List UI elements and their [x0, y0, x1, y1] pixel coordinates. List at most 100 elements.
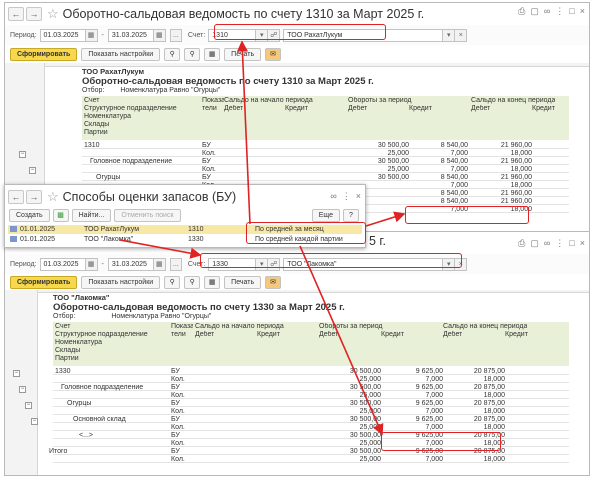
row-method: По средней каждой партии	[255, 236, 343, 243]
find-button[interactable]: Найти...	[71, 208, 112, 222]
generate-button[interactable]: Сформировать	[10, 47, 78, 61]
closing-debit: 21 960,00	[500, 174, 532, 181]
favorite-star-icon[interactable]: ☆	[47, 6, 59, 21]
account-field[interactable]: 1310	[208, 28, 257, 42]
turnover-credit: 7,000	[450, 166, 468, 173]
more-icon[interactable]: ⋮	[555, 6, 565, 16]
list-row[interactable]: 01.01.2025 ТОО РахатЛукум 1310 По средне…	[8, 225, 362, 234]
collapse-icon[interactable]: −	[19, 151, 26, 158]
mail-icon[interactable]: ✉	[265, 47, 282, 61]
collapse-icon[interactable]: −	[25, 402, 32, 409]
create-button[interactable]: Создать	[9, 208, 50, 222]
print-icon[interactable]: ⎙	[518, 238, 526, 248]
turnover-debit: 30 500,00	[377, 158, 409, 165]
link-icon[interactable]: ∞	[543, 6, 551, 16]
header-credit: Кредит	[505, 331, 528, 338]
search-icon[interactable]: ⚲	[164, 275, 181, 289]
date-to-field[interactable]: 31.03.2025	[107, 28, 154, 42]
help-button[interactable]: ?	[343, 208, 359, 222]
search-icon[interactable]: ⚲	[164, 47, 181, 61]
header-dimension: Структурное подразделение	[55, 331, 148, 338]
calendar-icon[interactable]: ▦	[85, 257, 98, 271]
grid-icon[interactable]: ▦	[204, 275, 221, 289]
period-select-button[interactable]: ...	[169, 257, 182, 271]
date-to-field[interactable]: 31.03.2025	[107, 257, 154, 271]
cancel-search-button[interactable]: Отменить поиск	[114, 208, 181, 222]
expand-icon[interactable]: □	[569, 6, 575, 16]
close-icon[interactable]: ×	[579, 6, 585, 16]
turnover-debit: 30 500,00	[349, 400, 381, 407]
collapse-icon[interactable]: −	[29, 167, 36, 174]
more-button[interactable]: Еще	[311, 208, 340, 222]
account-open-icon[interactable]: ☍	[268, 28, 281, 42]
collapse-icon[interactable]: −	[19, 386, 26, 393]
turnover-debit: 25,000	[359, 408, 381, 415]
dash: -	[101, 31, 104, 39]
highlight-account-1330	[200, 253, 462, 268]
window-title-tail: 5 г.	[369, 234, 386, 248]
back-arrow-icon[interactable]: ←	[8, 7, 24, 21]
forward-arrow-icon[interactable]: →	[26, 190, 42, 204]
print-button[interactable]: Печать	[224, 47, 262, 61]
generate-button[interactable]: Сформировать	[10, 275, 78, 289]
show-settings-button[interactable]: Показать настройки	[81, 47, 161, 61]
account-dropdown-icon[interactable]: ▾	[256, 28, 269, 42]
turnover-credit: 7,000	[450, 150, 468, 157]
report-title: Оборотно-сальдовая ведомость по счету 13…	[82, 76, 374, 87]
calendar-icon[interactable]: ▦	[85, 28, 98, 42]
table-row	[53, 462, 569, 463]
date-from-field[interactable]: 01.03.2025	[39, 257, 86, 271]
row-indicator: БУ	[171, 432, 180, 439]
close-icon[interactable]: ×	[355, 191, 361, 201]
turnover-credit: 9 625,00	[415, 368, 443, 375]
turnover-credit: 9 625,00	[415, 384, 443, 391]
header-closing-balance: Сальдо на конец периода	[471, 97, 556, 104]
period-label: Период:	[10, 31, 37, 39]
link-icon[interactable]: ∞	[543, 238, 551, 248]
mail-icon[interactable]: ✉	[265, 275, 282, 289]
forward-arrow-icon[interactable]: →	[26, 7, 42, 21]
organization-clear-icon[interactable]: ×	[455, 28, 468, 42]
more-icon[interactable]: ⋮	[341, 191, 351, 201]
expand-icon[interactable]: □	[569, 238, 575, 248]
row-indicator: БУ	[202, 158, 211, 165]
calendar-icon[interactable]: ▦	[153, 28, 166, 42]
closing-debit: 21 960,00	[500, 142, 532, 149]
organization-dropdown-icon[interactable]: ▾	[443, 28, 456, 42]
selection-value: Номенклатура Равно "Огурцы"	[120, 87, 221, 94]
turnover-debit: 25,000	[359, 392, 381, 399]
window-title: Оборотно-сальдовая ведомость по счету 13…	[62, 7, 425, 21]
header-credit: Кредит	[285, 105, 308, 112]
date-from-field[interactable]: 01.03.2025	[39, 28, 86, 42]
link-icon[interactable]: ∞	[330, 191, 337, 201]
find-icon[interactable]: ⚲	[184, 275, 201, 289]
turnover-credit: 8 540,00	[440, 158, 468, 165]
find-icon[interactable]: ⚲	[184, 47, 201, 61]
report-area: ТОО "Лакомка" Оборотно-сальдовая ведомос…	[5, 290, 589, 475]
period-select-button[interactable]: ...	[169, 28, 182, 42]
favorite-star-icon[interactable]: ☆	[47, 189, 59, 204]
command-bar: Сформировать Показать настройки ⚲ ⚲ ▦ Пе…	[5, 273, 589, 291]
show-settings-button[interactable]: Показать настройки	[81, 275, 161, 289]
row-indicator: БУ	[171, 448, 180, 455]
organization-field[interactable]: ТОО РахатЛукум	[283, 28, 444, 42]
collapse-icon[interactable]: −	[31, 418, 38, 425]
save-icon[interactable]: ▢	[530, 6, 539, 16]
collapse-icon[interactable]: −	[13, 370, 20, 377]
back-arrow-icon[interactable]: ←	[8, 190, 24, 204]
header-opening-balance: Сальдо на начало периода	[195, 323, 284, 330]
row-account: 1310	[188, 226, 204, 233]
close-icon[interactable]: ×	[579, 238, 585, 248]
copy-icon[interactable]: ▩	[52, 208, 69, 222]
row-organization: ТОО "Лакомка"	[84, 236, 134, 243]
grid-icon[interactable]: ▦	[204, 47, 221, 61]
window-controls: ⎙ ▢ ∞ ⋮ □ ×	[518, 6, 585, 17]
print-icon[interactable]: ⎙	[518, 6, 526, 16]
turnover-debit: 25,000	[359, 376, 381, 383]
print-button[interactable]: Печать	[224, 275, 262, 289]
save-icon[interactable]: ▢	[530, 238, 539, 248]
header-dimension: Партии	[84, 129, 108, 136]
more-icon[interactable]: ⋮	[555, 238, 565, 248]
calendar-icon[interactable]: ▦	[153, 257, 166, 271]
table-row	[82, 172, 569, 173]
